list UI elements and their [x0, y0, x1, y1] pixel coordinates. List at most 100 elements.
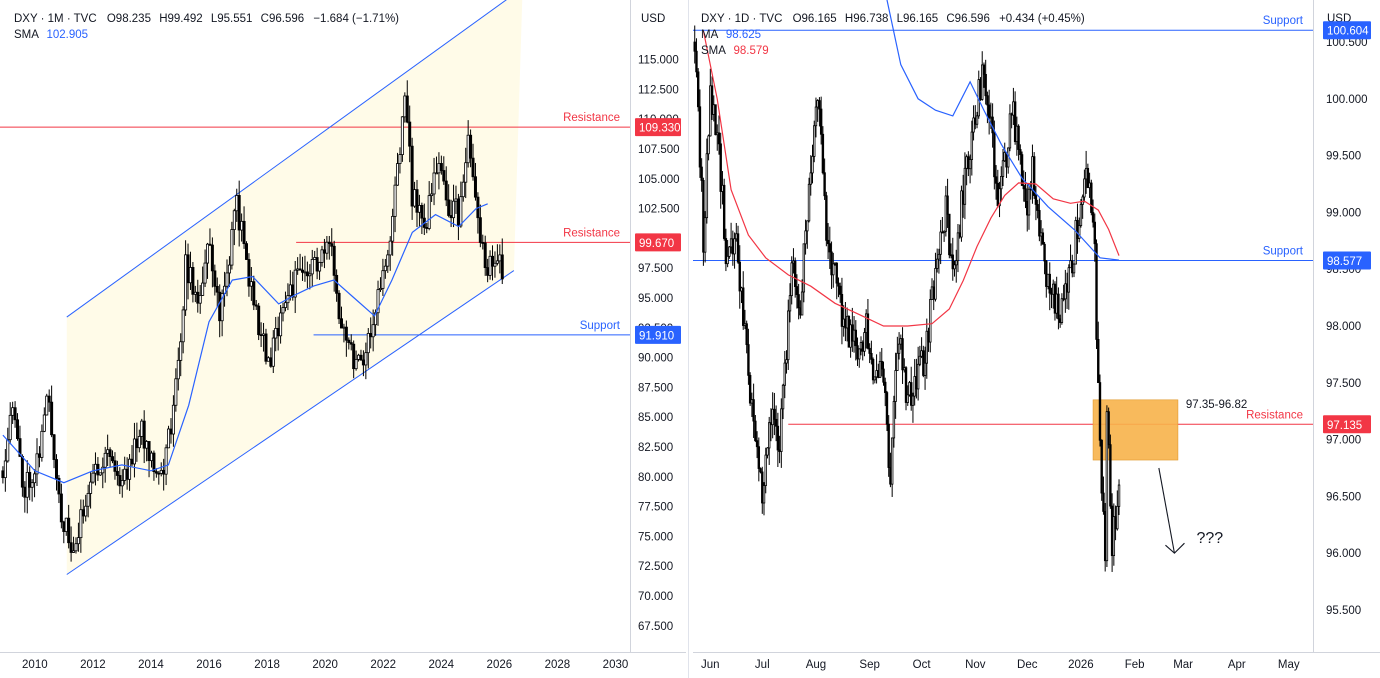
right-zone-label: 97.35-96.82 [1186, 399, 1247, 411]
r-candle-body [948, 213, 951, 256]
l-candle-body [198, 295, 202, 304]
l-y-tick-label: 90.000 [638, 353, 673, 365]
l-candle-body [495, 260, 499, 264]
r-y-tick-label: 96.000 [1326, 548, 1361, 560]
l-candle-body [91, 472, 95, 483]
l-candle-body [130, 458, 134, 465]
l-candle-body [439, 163, 443, 171]
r-candle-body [724, 238, 728, 265]
l-candle-body [313, 257, 317, 260]
r-candle-body [885, 392, 889, 425]
l-y-tick-label: 67.500 [638, 621, 673, 633]
right-projection-arrow[interactable] [1158, 467, 1175, 554]
r-candle-body [986, 95, 989, 106]
l-candle-body [69, 542, 73, 553]
l-y-tick-label: 105.000 [638, 174, 680, 186]
l-candle-body [471, 157, 475, 178]
r-candle-body [1036, 204, 1039, 211]
right-sma-legend[interactable]: SMA 98.579 [701, 45, 769, 57]
left-sma-legend-value: 102.905 [47, 29, 89, 41]
l-candle-body [459, 196, 463, 227]
l-candle-body [28, 471, 32, 488]
r-candle-body [939, 231, 942, 255]
l-candle-body [444, 180, 448, 201]
l-candle-body [186, 254, 190, 284]
r-candle-body [1032, 156, 1036, 196]
right-time-axis[interactable] [693, 653, 1313, 678]
l-x-tick-label: 2016 [196, 659, 222, 671]
r-candle-body [1074, 220, 1077, 265]
l-candle-body [378, 287, 382, 291]
left-time-axis[interactable] [0, 653, 630, 678]
r-candle-body [953, 264, 956, 270]
r-candle-body [702, 180, 705, 253]
r-candle-body [1000, 176, 1003, 190]
l-candle-body [196, 291, 200, 304]
r-candle-body [1093, 221, 1096, 245]
l-candle-body [218, 291, 222, 322]
l-candle-body [417, 205, 421, 213]
right-change: +0.434 (+0.45%) [999, 13, 1085, 25]
l-candle-body [405, 95, 409, 123]
l-price-label-box [635, 325, 681, 344]
r-candle-body [1116, 505, 1119, 530]
r-candle-body [1105, 411, 1109, 562]
l-x-tick-label: 2030 [603, 659, 629, 671]
r-candle-body [880, 360, 883, 370]
l-candle-body [16, 419, 20, 439]
r-candle-body [710, 85, 714, 115]
l-candle-body [434, 172, 438, 175]
l-candle-body [244, 243, 248, 260]
l-candle-body [1, 470, 5, 479]
right-price-axis[interactable] [1313, 0, 1380, 678]
left-sma-legend[interactable]: SMA 102.905 [14, 29, 88, 41]
right-ma-line [886, 0, 1120, 261]
l-candle-body [298, 268, 302, 271]
r-candle-body [956, 232, 960, 262]
l-y-tick-label: 102.500 [638, 204, 680, 216]
l-candle-body [305, 271, 309, 277]
l-price-label-box [635, 233, 681, 252]
r-candle-body [745, 323, 748, 346]
panel-divider[interactable] [686, 0, 693, 678]
l-candle-body [159, 469, 163, 474]
l-candle-body [330, 243, 334, 247]
l-y-tick-label: 70.000 [638, 591, 673, 603]
right-candles [693, 25, 1121, 572]
l-candle-body [93, 463, 97, 474]
r-candle-body [925, 330, 928, 364]
l-candle-body [154, 471, 158, 474]
r-candle-body [1019, 149, 1022, 156]
r-candle-body [1090, 182, 1093, 213]
r-candle-body [797, 294, 800, 309]
r-candle-body [790, 262, 793, 297]
l-candle-body [276, 327, 280, 337]
l-candle-body [128, 458, 132, 480]
r-candle-body [1060, 298, 1064, 323]
l-candle-body [67, 517, 71, 544]
l-candle-body [215, 285, 219, 293]
l-price-label: 109.330 [639, 123, 681, 135]
l-candle-body [252, 281, 256, 306]
l-candle-body [188, 267, 192, 284]
l-candle-body [498, 254, 502, 262]
r-candle-body [705, 153, 709, 219]
l-candle-body [206, 243, 210, 264]
r-candle-body [780, 408, 783, 452]
l-candle-body [106, 449, 110, 454]
r-candle-body [785, 359, 788, 364]
l-candle-body [452, 200, 456, 219]
l-candle-body [364, 352, 368, 366]
l-candle-body [288, 284, 292, 297]
r-candle-body [870, 352, 873, 360]
l-candle-body [132, 438, 136, 465]
right-ma-legend[interactable]: MA 98.625 [701, 29, 761, 41]
r-candle-body [910, 382, 913, 406]
r-x-tick-label: 2026 [1068, 659, 1094, 671]
l-candle-body [481, 242, 485, 244]
l-candle-body [442, 170, 446, 182]
r-candle-body [698, 106, 702, 168]
l-candle-body [486, 267, 490, 276]
l-candle-body [386, 254, 390, 267]
r-candle-body [748, 374, 752, 404]
